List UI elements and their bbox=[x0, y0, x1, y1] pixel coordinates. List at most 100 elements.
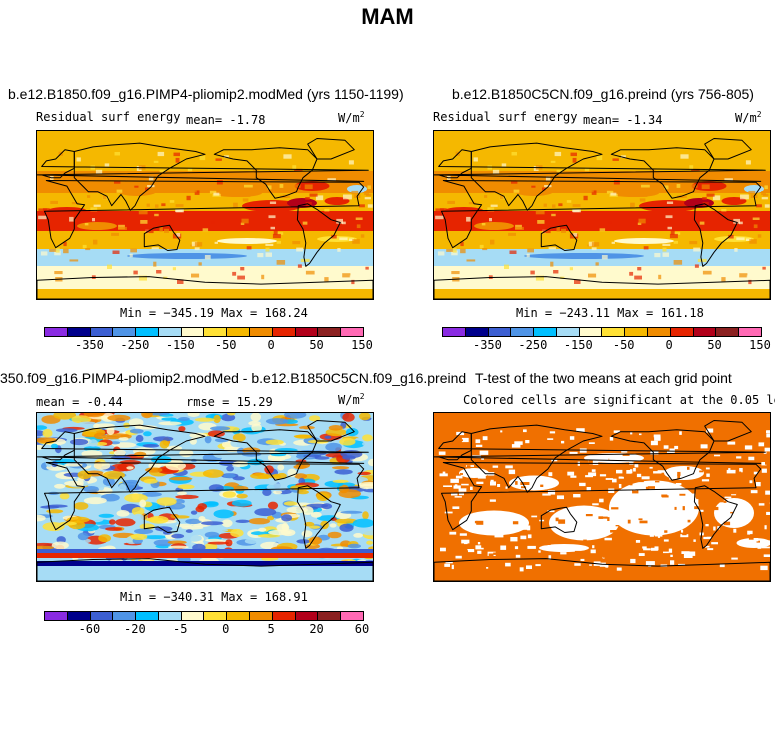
map-cell bbox=[314, 456, 330, 460]
map-cell bbox=[481, 458, 484, 460]
map-cell bbox=[442, 466, 446, 470]
map-cell bbox=[336, 546, 344, 550]
map-cell bbox=[435, 208, 445, 211]
map-cell bbox=[237, 275, 245, 280]
map-cell bbox=[178, 426, 186, 432]
colorbar-swatch bbox=[670, 328, 694, 336]
map-cell bbox=[367, 185, 371, 190]
map-cell bbox=[247, 203, 252, 206]
map-cell bbox=[293, 464, 307, 470]
map-cell bbox=[336, 218, 343, 224]
map-cell bbox=[496, 465, 501, 469]
map-cell bbox=[695, 499, 699, 503]
map-cell bbox=[466, 469, 471, 473]
map-cell bbox=[728, 234, 734, 239]
map-cell bbox=[109, 519, 116, 525]
map-cell bbox=[451, 250, 458, 256]
map-cell bbox=[641, 184, 650, 188]
map-cell bbox=[297, 489, 309, 495]
colorbar-swatch bbox=[90, 328, 114, 336]
map-cell bbox=[561, 440, 565, 444]
map-cell bbox=[467, 549, 475, 553]
map-cell bbox=[583, 195, 588, 201]
map-cell bbox=[667, 226, 672, 230]
colorbar-swatch bbox=[272, 328, 296, 336]
map-cell bbox=[636, 557, 642, 562]
map-cell bbox=[592, 545, 595, 549]
map-cell bbox=[584, 167, 590, 172]
map-cell bbox=[294, 434, 314, 439]
map-cell bbox=[346, 175, 356, 180]
panel3-mean: mean = -0.44 bbox=[36, 395, 123, 409]
map-cell bbox=[638, 518, 643, 521]
map-cell bbox=[608, 220, 612, 225]
map-cell bbox=[543, 203, 547, 207]
map-cell bbox=[156, 270, 162, 274]
map-cell bbox=[475, 444, 483, 447]
map-cell bbox=[340, 510, 363, 514]
map-cell bbox=[761, 197, 768, 200]
map-cell bbox=[591, 242, 600, 247]
colorbar-tick-label: 50 bbox=[707, 338, 722, 352]
map-cell bbox=[452, 506, 460, 509]
map-cell bbox=[687, 466, 690, 470]
map-cell bbox=[112, 250, 120, 254]
map-cell bbox=[130, 248, 137, 253]
coastline bbox=[307, 138, 355, 160]
map-cell bbox=[349, 238, 354, 241]
colorbar-swatch bbox=[113, 328, 137, 336]
map-cell bbox=[505, 519, 513, 522]
map-cell bbox=[632, 489, 639, 494]
map-cell bbox=[153, 539, 173, 547]
map-cell bbox=[187, 413, 200, 417]
map-cell bbox=[554, 499, 562, 505]
map-cell bbox=[308, 415, 321, 422]
colorbar-tick-label: -250 bbox=[120, 338, 150, 352]
map-cell bbox=[610, 530, 616, 533]
map-cell bbox=[761, 462, 767, 466]
map-cell bbox=[558, 519, 566, 524]
map-cell bbox=[148, 515, 169, 524]
map-cell bbox=[145, 187, 149, 191]
map-cell bbox=[618, 484, 622, 489]
panel1-variable: Residual surf energy bbox=[36, 110, 181, 124]
map-cell bbox=[159, 440, 170, 449]
map-cell bbox=[586, 487, 591, 491]
panel2-colorbar bbox=[442, 327, 762, 337]
map-cell bbox=[364, 197, 371, 200]
map-cell bbox=[573, 494, 581, 498]
map-cell bbox=[629, 482, 633, 486]
map-cell bbox=[612, 158, 619, 161]
map-cell bbox=[362, 511, 369, 520]
map-cell bbox=[750, 534, 759, 539]
map-cell bbox=[167, 540, 187, 545]
map-cell bbox=[240, 222, 245, 225]
map-cell bbox=[674, 506, 677, 510]
map-cell bbox=[134, 451, 147, 457]
colorbar-swatch bbox=[113, 612, 137, 620]
map-cell bbox=[649, 534, 654, 537]
map-cell bbox=[444, 563, 450, 567]
map-cell bbox=[662, 243, 671, 246]
map-cell bbox=[537, 220, 545, 224]
map-cell bbox=[503, 457, 508, 461]
map-cell bbox=[649, 168, 656, 173]
map-cell bbox=[51, 443, 58, 449]
map-cell bbox=[302, 221, 308, 225]
map-cell bbox=[355, 217, 363, 220]
map-cell bbox=[268, 215, 276, 219]
map-cell bbox=[460, 248, 466, 254]
map-cell bbox=[744, 445, 753, 450]
map-cell bbox=[348, 160, 354, 165]
map-cell bbox=[115, 518, 136, 527]
map-cell bbox=[513, 465, 519, 468]
map-blob bbox=[614, 238, 674, 244]
colorbar-tick-label: 50 bbox=[309, 338, 324, 352]
map-cell bbox=[351, 279, 355, 285]
map-cell bbox=[766, 511, 770, 515]
map-cell bbox=[697, 258, 707, 262]
map-cell bbox=[553, 270, 559, 274]
panel3-units: W/m2 bbox=[338, 392, 365, 407]
map-cell bbox=[707, 548, 714, 551]
map-cell bbox=[440, 512, 445, 517]
